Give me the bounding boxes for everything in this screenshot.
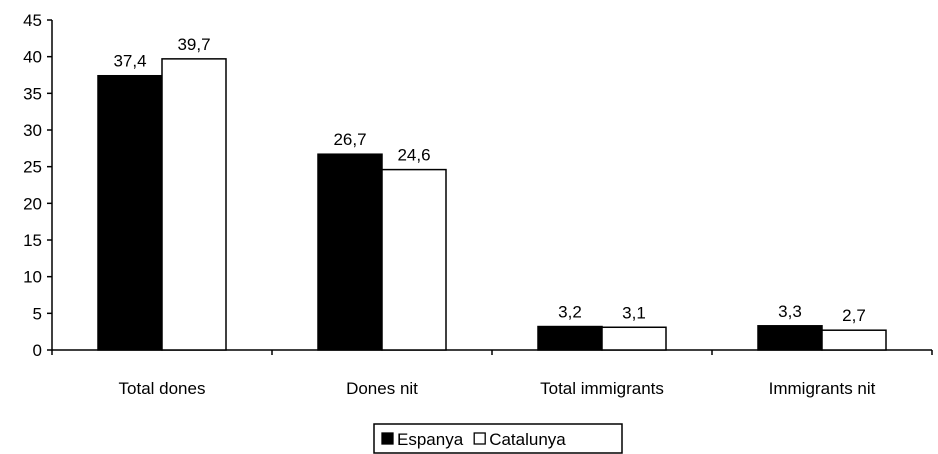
y-tick-label: 5	[33, 304, 42, 323]
x-category-label: Immigrants nit	[769, 379, 876, 398]
data-label-catalunya-total-immigrants: 3,1	[622, 303, 646, 322]
bar-espanya-dones-nit	[317, 153, 383, 351]
legend-swatch-catalunya	[473, 432, 486, 445]
legend-swatch-espanya	[381, 432, 394, 445]
data-label-catalunya-immigrants-nit: 2,7	[842, 306, 866, 325]
x-category-label: Dones nit	[346, 379, 418, 398]
legend-label-catalunya: Catalunya	[489, 430, 566, 449]
chart-labels: 37,4 39,7 Total dones 26,7 24,6 Dones nit 3,2 3…	[113, 35, 875, 398]
legend-label-espanya: Espanya	[397, 430, 464, 449]
x-category-label: Total dones	[119, 379, 206, 398]
data-label-espanya-total-dones: 37,4	[113, 52, 146, 71]
bar-espanya-total-dones	[97, 74, 163, 351]
data-label-catalunya-dones-nit: 24,6	[397, 146, 430, 165]
data-label-espanya-dones-nit: 26,7	[333, 130, 366, 149]
y-tick-label: 15	[23, 231, 42, 250]
chart-bars	[97, 58, 887, 351]
y-tick-label: 30	[23, 121, 42, 140]
y-tick-label: 0	[33, 341, 42, 360]
bar-catalunya-total-dones	[161, 58, 227, 351]
y-tick-label: 25	[23, 158, 42, 177]
data-label-espanya-immigrants-nit: 3,3	[778, 302, 802, 321]
bar-espanya-immigrants-nit	[757, 325, 823, 351]
bar-catalunya-dones-nit	[381, 168, 447, 351]
data-label-catalunya-total-dones: 39,7	[177, 35, 210, 54]
bar-catalunya-immigrants-nit	[821, 329, 887, 351]
chart-legend: Espanya Catalunya	[373, 423, 623, 454]
bar-catalunya-total-immigrants	[601, 326, 667, 351]
y-tick-label: 45	[23, 11, 42, 30]
data-label-espanya-total-immigrants: 3,2	[558, 303, 582, 322]
y-tick-label: 40	[23, 48, 42, 67]
x-category-label: Total immigrants	[540, 379, 664, 398]
y-tick-label: 10	[23, 268, 42, 287]
legend-box	[373, 423, 623, 454]
bar-espanya-total-immigrants	[537, 325, 603, 351]
y-tick-label: 20	[23, 194, 42, 213]
y-tick-label: 35	[23, 84, 42, 103]
